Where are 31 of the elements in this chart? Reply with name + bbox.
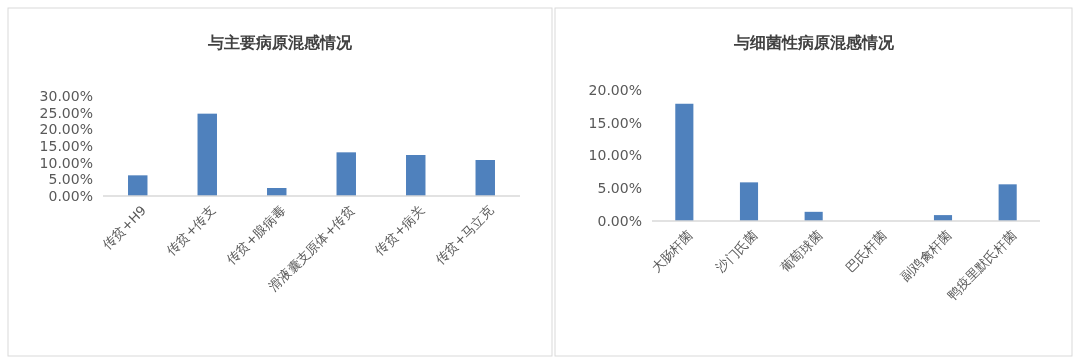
y-tick-label: 20.00% — [588, 81, 642, 98]
x-tick-label: 传贫+H9 — [99, 202, 150, 253]
bar — [475, 160, 495, 196]
bar — [128, 175, 148, 196]
y-tick-label: 15.00% — [39, 137, 93, 154]
y-tick-label: 5.00% — [48, 171, 93, 188]
chart-title: 与主要病原混感情况 — [207, 33, 353, 52]
bar — [739, 182, 759, 221]
x-tick-label: 巴氏杆菌 — [842, 227, 890, 276]
y-tick-label: 20.00% — [39, 121, 93, 138]
bar — [675, 103, 694, 221]
y-tick-label: 15.00% — [588, 114, 642, 131]
bar — [406, 155, 426, 196]
x-tick-label: 副鸡禽杆菌 — [897, 227, 955, 285]
x-tick-label: 传贫+传支 — [163, 202, 219, 258]
x-tick-label: 传贫+病关 — [372, 202, 428, 258]
bar — [336, 152, 356, 196]
y-tick-label: 0.00% — [597, 212, 642, 229]
chart-title: 与细菌性病原混感情况 — [732, 33, 895, 52]
bar — [197, 113, 217, 196]
y-tick-label: 25.00% — [39, 104, 93, 121]
y-tick-label: 10.00% — [39, 154, 93, 171]
x-tick-label: 沙门氏菌 — [712, 227, 761, 276]
bar — [998, 184, 1017, 221]
x-tick-label: 葡萄球菌 — [777, 227, 826, 276]
y-tick-label: 30.00% — [39, 87, 93, 104]
x-tick-label: 传贫+马立克 — [432, 202, 497, 268]
x-tick-label: 大肠杆菌 — [648, 227, 696, 276]
y-tick-label: 0.00% — [48, 187, 93, 204]
y-tick-label: 10.00% — [588, 147, 642, 164]
y-tick-label: 5.00% — [597, 180, 642, 197]
